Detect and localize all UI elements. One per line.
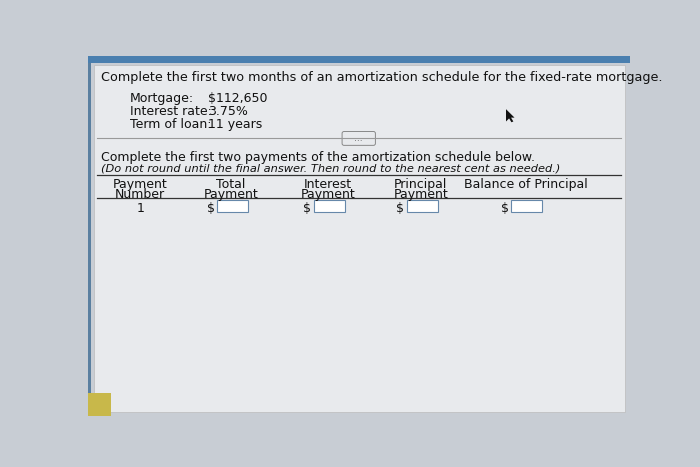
Bar: [407, 200, 438, 212]
Text: Payment: Payment: [204, 188, 258, 201]
Text: Interest: Interest: [304, 178, 352, 191]
Text: Complete the first two months of an amortization schedule for the fixed-rate mor: Complete the first two months of an amor…: [102, 71, 663, 84]
Text: Total: Total: [216, 178, 246, 191]
Bar: [314, 200, 345, 212]
Bar: [512, 200, 542, 212]
Text: $112,650: $112,650: [208, 92, 267, 105]
Bar: [88, 393, 111, 416]
Text: Payment: Payment: [300, 188, 355, 201]
Text: $: $: [501, 202, 509, 215]
Bar: [88, 56, 90, 416]
FancyBboxPatch shape: [342, 132, 375, 145]
Text: Complete the first two payments of the amortization schedule below.: Complete the first two payments of the a…: [102, 151, 536, 164]
Text: 1: 1: [136, 202, 144, 214]
Text: $: $: [304, 202, 312, 215]
Polygon shape: [506, 109, 514, 122]
Bar: [217, 200, 248, 212]
Text: Principal: Principal: [394, 178, 447, 191]
Text: $: $: [396, 202, 405, 215]
Text: Term of loan:: Term of loan:: [130, 119, 211, 131]
Text: Balance of Principal: Balance of Principal: [463, 178, 587, 191]
Bar: [88, 56, 630, 63]
Text: Interest rate:: Interest rate:: [130, 106, 212, 118]
Text: ...: ...: [354, 134, 363, 143]
Text: 3.75%: 3.75%: [208, 106, 248, 118]
Text: Payment: Payment: [393, 188, 448, 201]
Text: $: $: [206, 202, 215, 215]
Text: 11 years: 11 years: [208, 119, 262, 131]
Text: Payment: Payment: [113, 178, 167, 191]
Text: (Do not round until the final answer. Then round to the nearest cent as needed.): (Do not round until the final answer. Th…: [102, 164, 561, 174]
Text: Mortgage:: Mortgage:: [130, 92, 195, 105]
Text: Number: Number: [115, 188, 165, 201]
